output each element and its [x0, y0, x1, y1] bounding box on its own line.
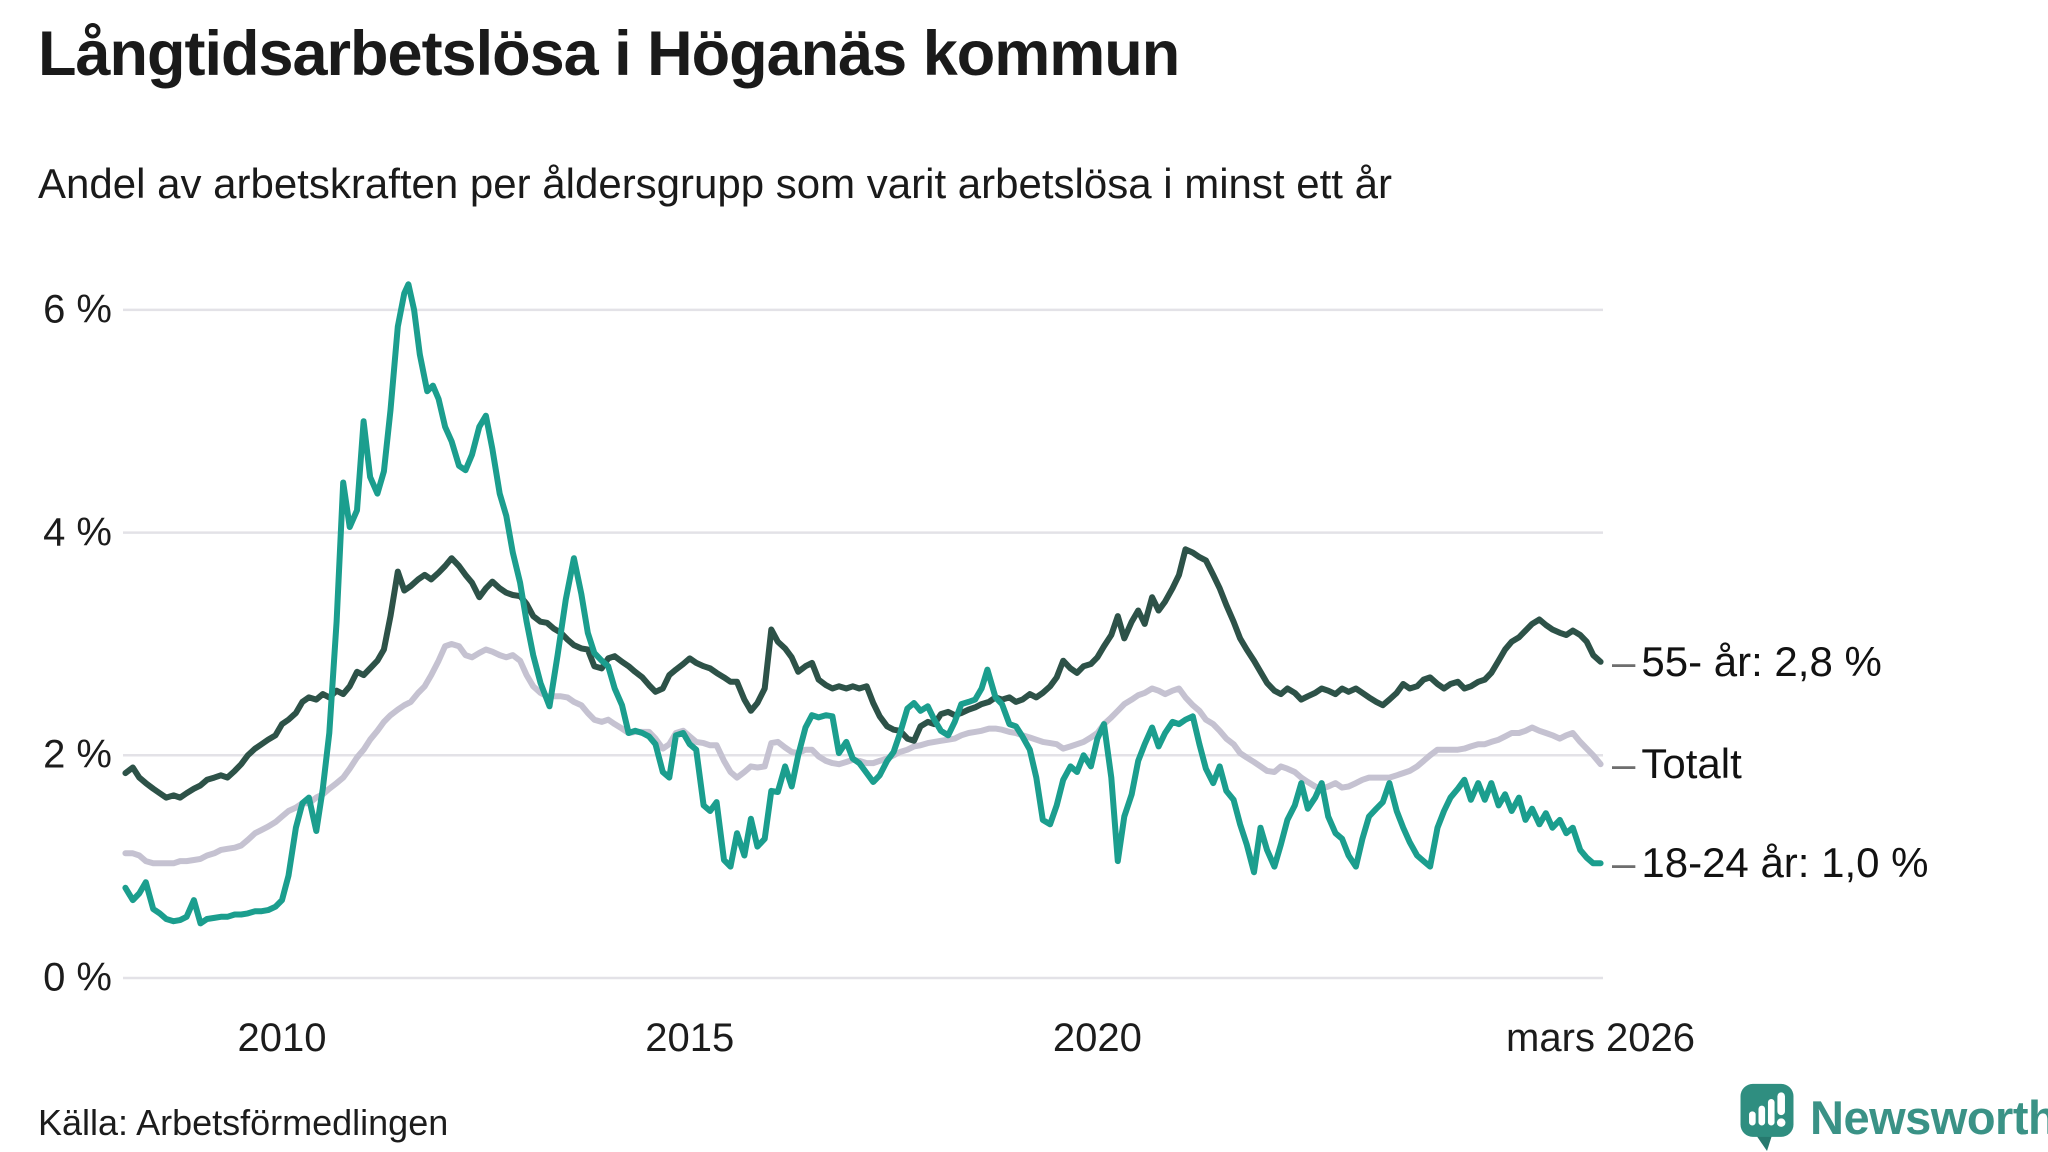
end-label-text: Totalt [1641, 740, 1742, 788]
y-tick-label: 6 % [43, 287, 112, 332]
series-end-label-totalt: – Totalt [1612, 740, 1742, 788]
x-tick-label: 2020 [1052, 1016, 1142, 1060]
newsworthy-logo: Newsworthy [1738, 1082, 2048, 1152]
x-tick-label: mars 2026 [1506, 1016, 1696, 1060]
y-tick-label: 4 % [43, 510, 112, 555]
page-subtitle: Andel av arbetskraften per åldersgrupp s… [38, 160, 1392, 207]
end-label-dash: – [1612, 839, 1636, 887]
series-end-label-55-r: –55- år: 2,8 % [1612, 638, 1882, 686]
newsworthy-bubble-icon [1740, 1083, 1794, 1152]
y-tick-label: 0 % [43, 955, 112, 1000]
end-label-text: 55- år: 2,8 % [1641, 637, 1882, 685]
page-title: Långtidsarbetslösa i Höganäs kommun [38, 19, 1180, 89]
end-label-dash: – [1612, 740, 1636, 788]
x-tick-label: 2010 [237, 1016, 327, 1060]
newsworthy-wordmark: Newsworthy [1810, 1090, 2048, 1144]
series-line-55-r [122, 546, 1604, 801]
source-note: Källa: Arbetsförmedlingen [38, 1102, 449, 1143]
y-tick-label: 2 % [43, 732, 112, 777]
end-label-dash: – [1612, 637, 1636, 685]
x-tick-label: 2015 [645, 1016, 735, 1060]
series-line-totalt [122, 641, 1604, 867]
end-label-text: 18-24 år: 1,0 % [1641, 839, 1929, 887]
series-line-18-24-r [122, 281, 1604, 927]
series-end-label-18-24-r: –18-24 år: 1,0 % [1612, 839, 1929, 887]
